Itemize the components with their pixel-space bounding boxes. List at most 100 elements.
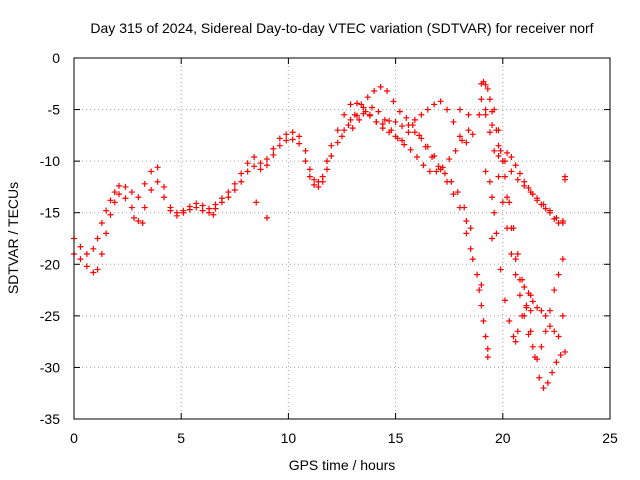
data-point [90,269,97,276]
series-0 [71,98,566,257]
data-point [141,204,148,211]
data-point [206,209,213,216]
data-point [508,250,515,257]
data-point [495,152,502,159]
data-point [561,176,568,183]
data-point [452,147,459,154]
x-tick-label: 25 [602,430,618,446]
data-point [484,85,491,92]
data-point [450,191,457,198]
data-point [516,292,523,299]
data-point [456,106,463,113]
series-9 [463,230,491,361]
data-point [551,215,558,222]
data-point [364,94,371,101]
data-point [373,118,380,125]
data-point [482,81,489,88]
data-point [253,199,260,206]
data-point [283,137,290,144]
data-point [469,256,476,263]
data-point [225,189,232,196]
data-point [542,205,549,212]
data-point [514,328,521,335]
data-point [231,187,238,194]
data-point [534,356,541,363]
data-point [446,156,453,163]
data-point [504,149,511,156]
data-point [167,207,174,214]
data-point [478,96,485,103]
data-point [467,245,474,252]
data-point [347,101,354,108]
data-point [426,168,433,175]
data-point [501,173,508,180]
data-point [489,194,496,201]
data-point [553,359,560,366]
data-point [251,163,258,170]
series-6 [491,106,566,340]
data-point [465,111,472,118]
data-point [416,132,423,139]
x-tick-label: 15 [388,430,404,446]
y-tick-label: -30 [40,359,60,375]
data-point [311,181,318,188]
data-point [399,137,406,144]
data-point [409,122,416,129]
data-point [289,129,296,136]
data-point [538,201,545,208]
data-point [107,197,114,204]
data-point [512,338,519,345]
data-point [251,154,258,161]
y-tick-label: 0 [52,50,60,66]
data-point [319,178,326,185]
data-point [263,162,270,169]
data-point [394,135,401,142]
data-point [559,312,566,319]
data-point [306,166,313,173]
data-point [516,170,523,177]
data-point [476,287,483,294]
data-point [103,230,110,237]
data-point [375,108,382,115]
data-point [516,276,523,283]
data-point [94,266,101,273]
data-point [161,194,168,201]
data-point [497,266,504,273]
data-point [257,160,264,167]
data-point [135,217,142,224]
data-point [323,158,330,165]
data-point [489,235,496,242]
data-point [544,379,551,386]
data-point [225,194,232,201]
data-point [388,127,395,134]
chart-title: Day 315 of 2024, Sidereal Day-to-day VTE… [90,20,593,36]
data-point [499,158,506,165]
data-point [486,129,493,136]
data-point [546,307,553,314]
data-point [495,127,502,134]
data-point [482,168,489,175]
data-point [482,333,489,340]
data-point [377,83,384,90]
data-point [289,136,296,143]
data-point [504,194,511,201]
data-point [499,199,506,206]
data-point [199,207,206,214]
y-tick-label: -10 [40,153,60,169]
data-point [396,108,403,115]
data-point [356,116,363,123]
data-point [139,220,146,227]
data-point [491,106,498,113]
data-point [135,194,142,201]
data-point [122,183,129,190]
data-point [431,101,438,108]
data-point [561,348,568,355]
data-point [238,178,245,185]
data-point [422,143,429,150]
data-point [482,111,489,118]
data-point [435,163,442,170]
series-5 [478,96,566,363]
data-point [154,164,161,171]
y-tick-label: -5 [48,102,61,118]
data-point [116,182,123,189]
